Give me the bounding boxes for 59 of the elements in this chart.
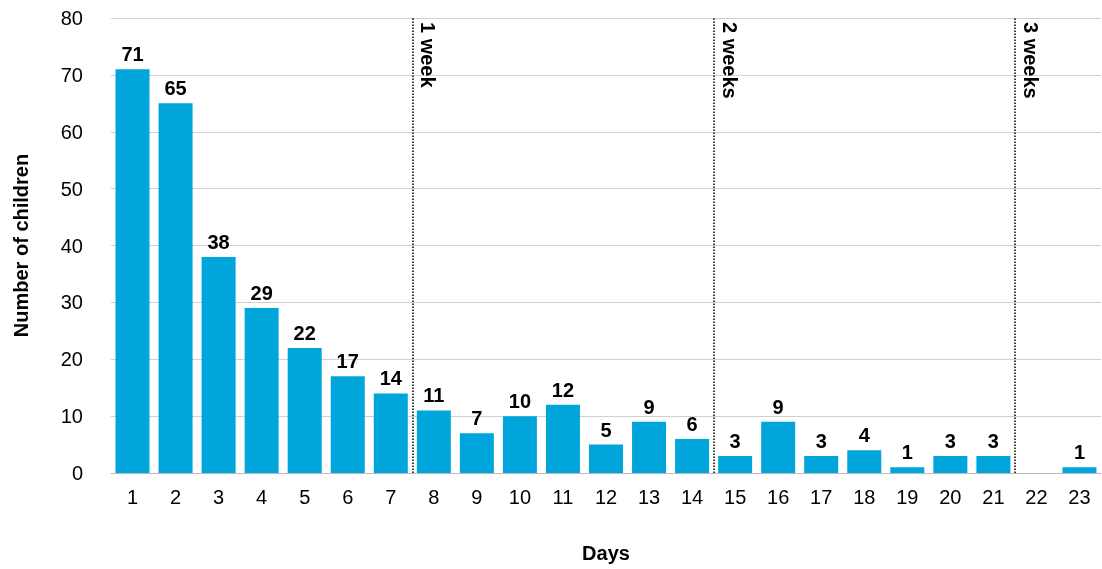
y-tick-label: 80 (60, 7, 83, 29)
data-label: 9 (643, 395, 655, 418)
ref-line-label: 2 weeks (718, 22, 741, 99)
y-tick-label: 60 (60, 120, 83, 143)
x-tick-label: 7 (385, 486, 397, 508)
x-tick-label: 17 (810, 486, 833, 508)
data-label: 65 (164, 77, 187, 100)
x-tick-label: 10 (508, 486, 532, 508)
x-tick-label: 3 (213, 486, 225, 508)
data-label: 1 (901, 441, 913, 464)
data-label: 29 (250, 282, 273, 305)
y-tick-label: 30 (60, 291, 83, 314)
y-tick-label: 10 (60, 405, 83, 428)
x-tick-label: 12 (594, 486, 618, 508)
x-axis-title: Days (582, 542, 630, 564)
x-tick-label: 2 (170, 486, 182, 508)
data-label: 3 (987, 429, 999, 452)
data-label: 22 (293, 321, 316, 344)
data-label: 7 (471, 407, 483, 430)
data-label: 3 (944, 429, 956, 452)
x-tick-label: 14 (680, 486, 704, 508)
ref-line-label: 3 weeks (1019, 22, 1042, 99)
y-tick-label: 70 (60, 63, 83, 86)
x-tick-label: 6 (342, 486, 354, 508)
x-tick-label: 19 (896, 486, 919, 508)
data-label: 10 (508, 390, 532, 413)
data-label: 9 (772, 395, 784, 418)
data-label: 11 (423, 384, 445, 407)
x-tick-label: 21 (982, 486, 1005, 508)
x-tick-label: 4 (256, 486, 268, 508)
y-tick-label: 0 (71, 462, 83, 484)
y-axis-title: Number of children (10, 153, 32, 338)
x-tick-label: 23 (1068, 486, 1091, 508)
data-label: 6 (686, 412, 698, 435)
x-tick-label: 20 (939, 486, 962, 508)
y-tick-label: 40 (60, 234, 83, 257)
x-tick-label: 22 (1025, 486, 1048, 508)
data-label: 38 (207, 230, 230, 253)
y-tick-label: 50 (60, 177, 83, 200)
data-label: 4 (858, 424, 871, 447)
y-tick-label: 20 (60, 348, 83, 371)
data-label: 1 (1073, 441, 1086, 464)
data-label: 17 (336, 350, 359, 373)
x-tick-label: 1 (126, 486, 139, 508)
ref-line-label: 1 week (417, 22, 440, 89)
data-label: 5 (600, 418, 612, 441)
data-label: 71 (121, 43, 144, 66)
x-tick-label: 18 (853, 486, 876, 508)
x-tick-label: 15 (724, 486, 747, 508)
x-tick-label: 16 (767, 486, 790, 508)
data-label: 14 (379, 367, 403, 390)
x-tick-label: 11 (552, 486, 574, 508)
data-label: 3 (729, 429, 741, 452)
x-tick-label: 9 (471, 486, 483, 508)
data-label: 12 (551, 378, 575, 401)
x-tick-label: 5 (299, 486, 311, 508)
x-tick-label: 8 (428, 486, 440, 508)
data-label: 3 (815, 429, 827, 452)
x-tick-label: 13 (637, 486, 661, 508)
